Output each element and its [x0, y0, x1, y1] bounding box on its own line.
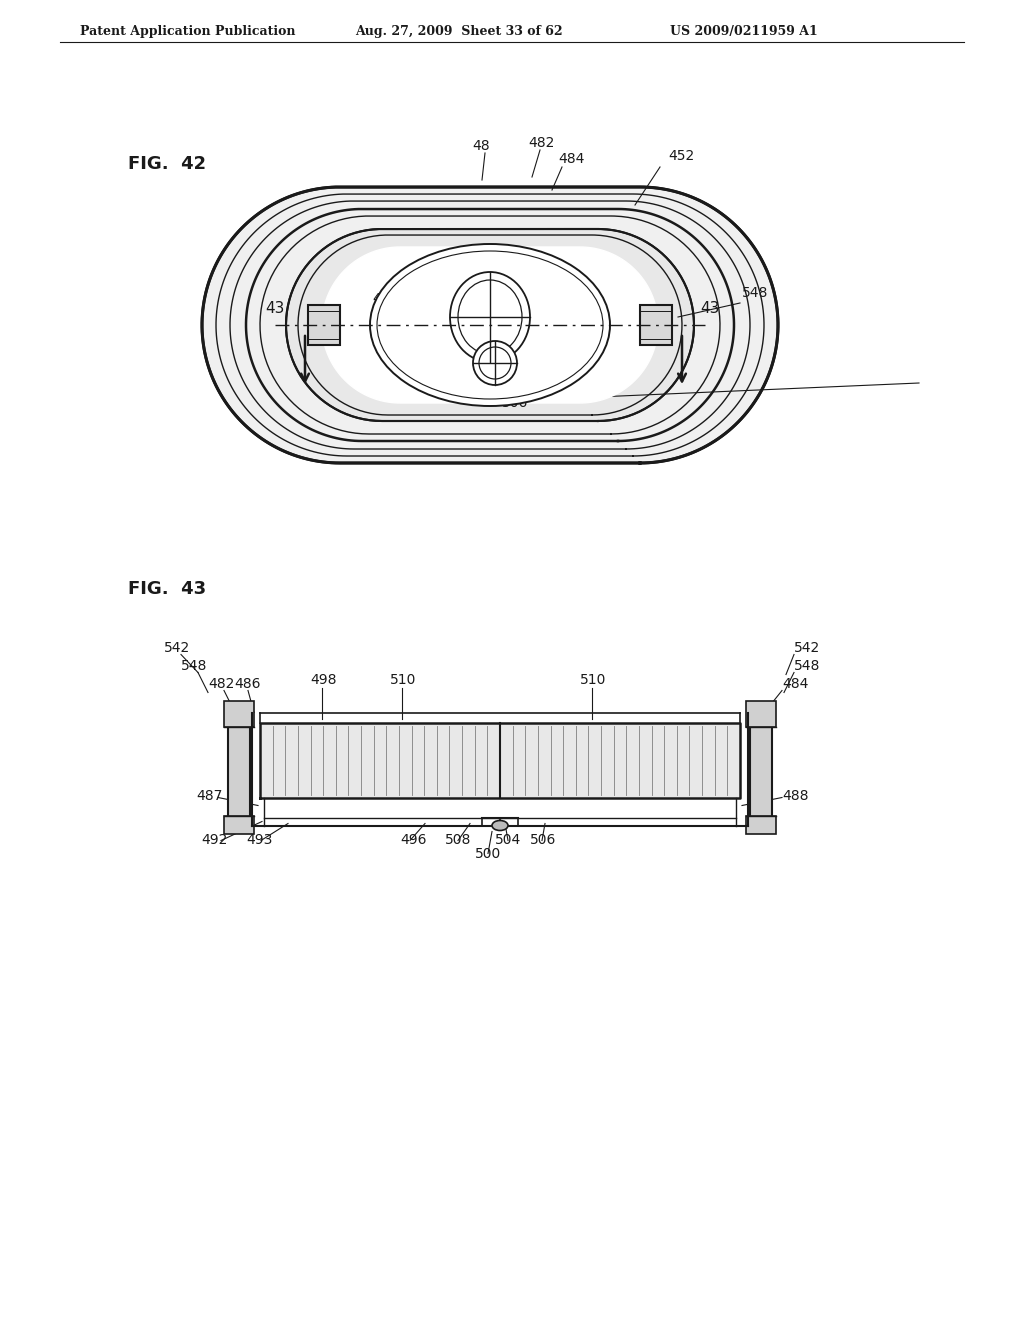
Text: 498: 498	[372, 292, 398, 306]
Text: 504: 504	[495, 833, 521, 846]
Ellipse shape	[450, 272, 530, 362]
Text: 548: 548	[794, 660, 820, 673]
Text: 506: 506	[502, 396, 528, 411]
Bar	[308, 305, 340, 345]
Bar	[224, 701, 254, 726]
Text: 482: 482	[208, 676, 234, 690]
Polygon shape	[202, 187, 778, 463]
Text: 452: 452	[668, 149, 694, 162]
Bar	[224, 816, 254, 833]
Text: 496: 496	[400, 833, 427, 846]
Text: 510: 510	[580, 673, 606, 688]
Text: 506: 506	[530, 833, 556, 846]
Bar	[640, 305, 672, 345]
Text: US 2009/0211959 A1: US 2009/0211959 A1	[670, 25, 818, 38]
Text: 498: 498	[310, 673, 337, 688]
Text: 487: 487	[196, 788, 222, 803]
Text: 43: 43	[700, 301, 720, 315]
Text: 542: 542	[164, 642, 190, 656]
Bar	[260, 722, 740, 797]
Text: Aug. 27, 2009  Sheet 33 of 62: Aug. 27, 2009 Sheet 33 of 62	[355, 25, 562, 38]
Text: 492: 492	[201, 833, 227, 846]
Text: 486: 486	[234, 676, 260, 690]
Text: =: =	[380, 306, 390, 319]
Bar	[228, 709, 250, 829]
Text: 542: 542	[794, 642, 820, 656]
Text: 493: 493	[246, 833, 272, 846]
Ellipse shape	[492, 821, 508, 830]
Text: 43: 43	[265, 301, 285, 315]
Ellipse shape	[473, 341, 517, 385]
Text: 508: 508	[445, 833, 471, 846]
Text: Patent Application Publication: Patent Application Publication	[80, 25, 296, 38]
Text: 548: 548	[181, 660, 208, 673]
Text: 548: 548	[742, 286, 768, 300]
Text: 504: 504	[542, 296, 568, 310]
Polygon shape	[286, 228, 694, 421]
Ellipse shape	[370, 244, 610, 407]
Text: 500: 500	[475, 846, 502, 861]
Text: 484: 484	[782, 676, 808, 690]
Text: 510: 510	[390, 673, 417, 688]
Text: 488: 488	[782, 788, 809, 803]
Text: 48: 48	[472, 139, 489, 153]
Bar	[746, 701, 776, 726]
Text: 500: 500	[515, 252, 542, 267]
Text: 484: 484	[558, 152, 585, 166]
Text: 482: 482	[528, 136, 554, 150]
Text: FIG.  43: FIG. 43	[128, 579, 206, 598]
Bar	[750, 709, 772, 829]
Polygon shape	[322, 247, 658, 403]
Bar	[746, 816, 776, 833]
Text: FIG.  42: FIG. 42	[128, 154, 206, 173]
